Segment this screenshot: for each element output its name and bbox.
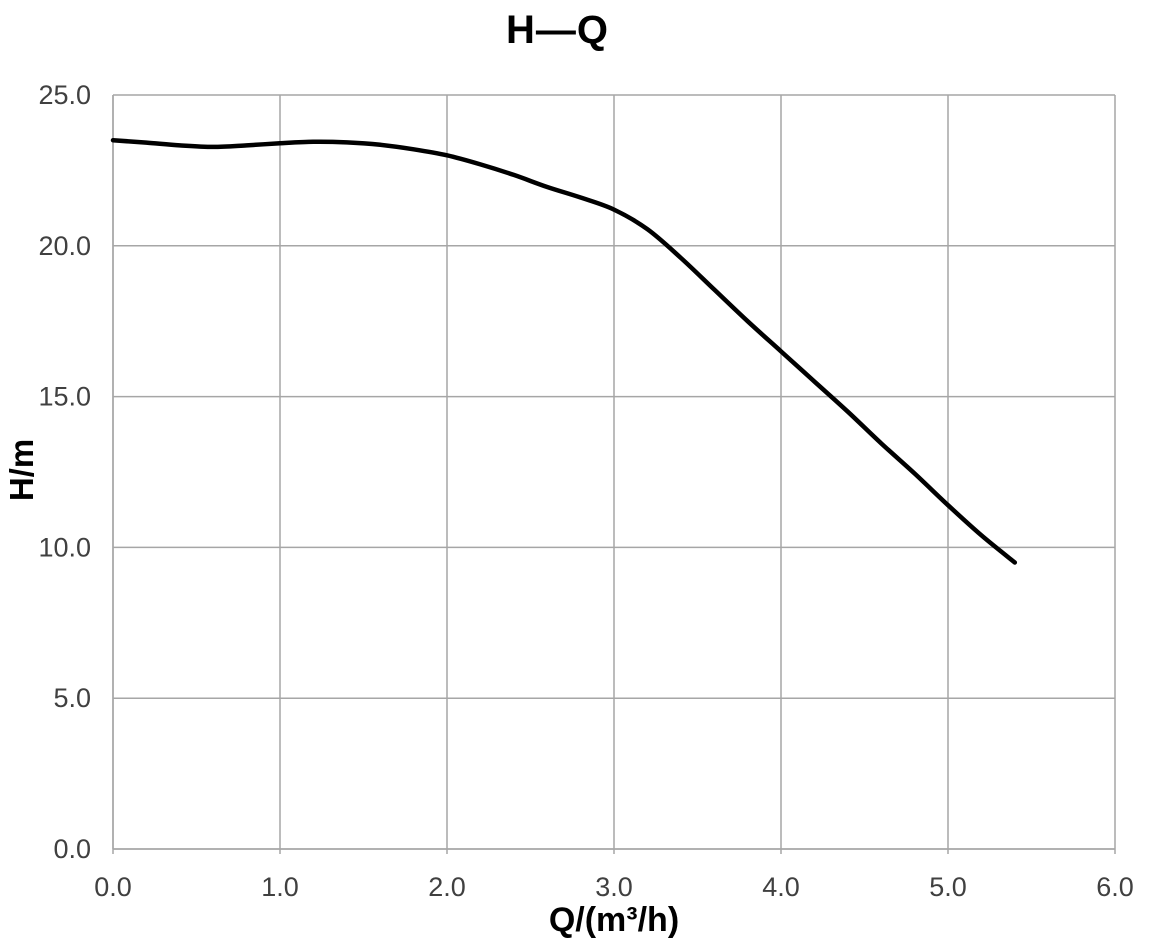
y-tick-label: 5.0 [53,683,91,713]
x-tick-label: 0.0 [94,872,132,902]
y-tick-label: 10.0 [38,532,91,562]
y-tick-label: 0.0 [53,834,91,864]
x-tick-label: 1.0 [261,872,299,902]
x-axis-title: Q/(m³/h) [548,901,680,939]
y-tick-labels: 0.0 5.0 10.0 15.0 20.0 25.0 [38,80,91,864]
x-tick-labels: 0.0 1.0 2.0 3.0 4.0 5.0 6.0 [94,872,1134,902]
hq-curve [110,137,1018,565]
y-tick-label: 15.0 [38,382,91,412]
x-tick-marks [112,849,1116,854]
x-tick-label: 3.0 [595,872,633,902]
x-tick-label: 4.0 [762,872,800,902]
chart-title: H—Q [506,8,609,52]
x-tick-label: 5.0 [929,872,967,902]
y-tick-label: 20.0 [38,231,91,261]
x-tick-label: 2.0 [428,872,466,902]
y-tick-label: 25.0 [38,80,91,110]
x-tick-label: 6.0 [1096,872,1134,902]
